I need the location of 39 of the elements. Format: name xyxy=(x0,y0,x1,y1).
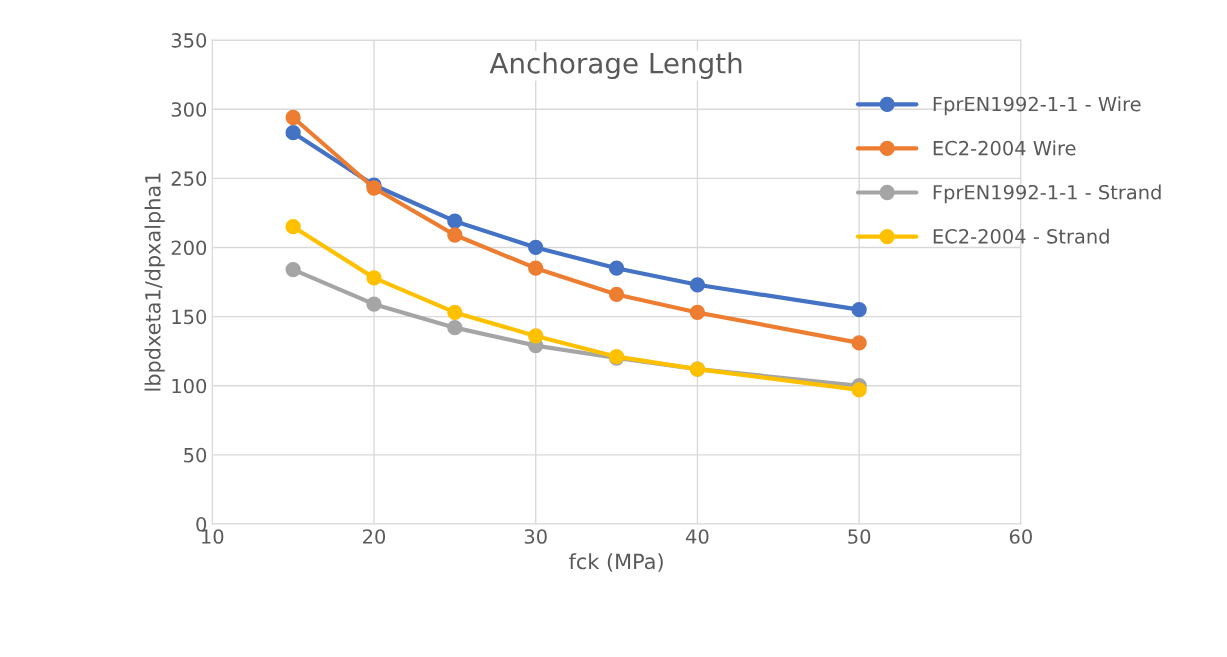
legend-label: FprEN1992-1-1 - Wire xyxy=(933,96,1141,116)
y-tick-label: 300 xyxy=(171,102,207,117)
point xyxy=(366,296,382,312)
point xyxy=(447,320,463,336)
y-tick-label: 250 xyxy=(171,171,207,186)
x-tick-label: 40 xyxy=(686,529,709,544)
point xyxy=(689,304,706,321)
point xyxy=(851,382,867,398)
x-axis-title: fck (MPa) xyxy=(569,553,663,572)
legend-label: EC2-2004 - Strand xyxy=(933,228,1109,244)
point xyxy=(689,277,706,293)
y-tick-label: 50 xyxy=(184,447,207,463)
point xyxy=(285,261,301,278)
y-tick-label: 150 xyxy=(172,309,207,325)
y-tick-label: 100 xyxy=(172,378,207,394)
point xyxy=(608,286,625,303)
point xyxy=(447,213,463,229)
point xyxy=(528,328,544,344)
point xyxy=(285,219,301,235)
point xyxy=(285,125,301,141)
x-tick-label: 50 xyxy=(848,529,871,544)
point xyxy=(851,335,867,351)
point xyxy=(447,304,463,321)
y-tick-label: 200 xyxy=(171,240,207,256)
point xyxy=(528,239,544,256)
point xyxy=(285,109,301,126)
x-tick-label: 60 xyxy=(1009,529,1032,544)
point xyxy=(528,260,544,276)
chart-title: Anchorage Length xyxy=(489,52,742,80)
point xyxy=(608,260,625,276)
y-tick-label: 350 xyxy=(171,33,207,48)
legend-label: FprEN1992-1-1 - Strand xyxy=(933,184,1161,204)
y-axis-title: lbpdxeta1/dpxalpha1 xyxy=(144,173,165,391)
point xyxy=(366,270,382,286)
point xyxy=(851,302,867,318)
point xyxy=(447,227,463,243)
legend-label: EC2-2004 Wire xyxy=(933,140,1076,156)
x-tick-label: 20 xyxy=(363,529,386,544)
x-tick-label: 30 xyxy=(524,529,547,544)
